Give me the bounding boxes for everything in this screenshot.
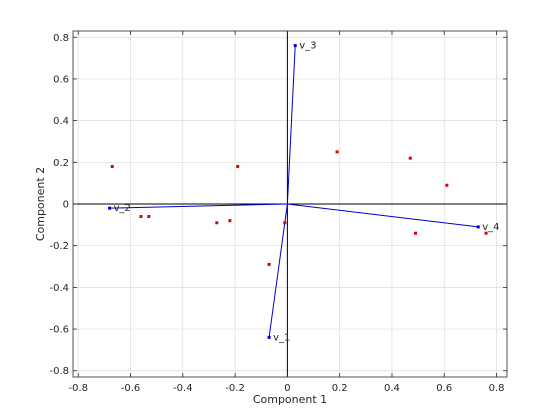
vector-layer: v_1 v_2 v_3 v_4	[108, 41, 500, 343]
data-point	[267, 262, 271, 266]
vector-line	[268, 203, 288, 338]
x-tick-label: 0	[284, 383, 290, 394]
x-tick-label: 0.6	[436, 383, 452, 394]
vector-line	[287, 203, 479, 228]
x-tick-label: -0.6	[121, 383, 141, 394]
vector-label: v_2	[114, 203, 131, 214]
point-layer	[110, 150, 488, 266]
y-tick-label: -0.4	[49, 283, 69, 294]
x-tick-label: -0.8	[68, 383, 88, 394]
vector-label: v_1	[273, 332, 290, 343]
vector-label: v_3	[299, 41, 316, 52]
data-point	[110, 164, 114, 168]
x-tick-label: 0.4	[384, 383, 400, 394]
data-point	[139, 215, 143, 219]
y-tick-label: 0.8	[53, 33, 69, 44]
vector-label: v_4	[482, 222, 499, 233]
data-point	[335, 150, 339, 154]
data-point	[408, 156, 412, 160]
data-point	[445, 183, 449, 187]
y-tick-label: -0.2	[49, 241, 69, 252]
y-tick-label: -0.6	[49, 325, 69, 336]
data-point	[484, 231, 488, 235]
y-tick-label: 0.2	[53, 158, 69, 169]
y-tick-label: 0	[63, 200, 69, 211]
data-point	[413, 231, 417, 235]
x-axis-label: Component 1	[253, 393, 327, 406]
data-point	[283, 221, 287, 225]
vector-line	[109, 203, 288, 209]
x-tick-label: -0.4	[173, 383, 193, 394]
data-point	[147, 215, 151, 219]
vector-endpoint-marker	[293, 44, 297, 48]
y-tick-label: 0.6	[53, 74, 69, 85]
vector-endpoint-marker	[476, 225, 480, 229]
y-tick-label: 0.4	[53, 116, 69, 127]
vector-line	[286, 45, 296, 205]
data-point	[215, 221, 219, 225]
axis-ticks: -0.8 -0.6 -0.4 -0.2 0 0.2 0.4 0.6 0.8 -0.8 -0.6 -0.…	[49, 31, 507, 394]
x-tick-label: -0.2	[225, 383, 245, 394]
x-tick-label: 0.8	[489, 383, 505, 394]
y-tick-label: -0.8	[49, 366, 69, 377]
vector-endpoint-marker	[108, 206, 112, 210]
data-point	[236, 164, 240, 168]
y-axis-label: Component 2	[34, 167, 47, 241]
data-point	[228, 219, 232, 223]
vector-endpoint-marker	[267, 335, 271, 339]
x-tick-label: 0.2	[332, 383, 348, 394]
